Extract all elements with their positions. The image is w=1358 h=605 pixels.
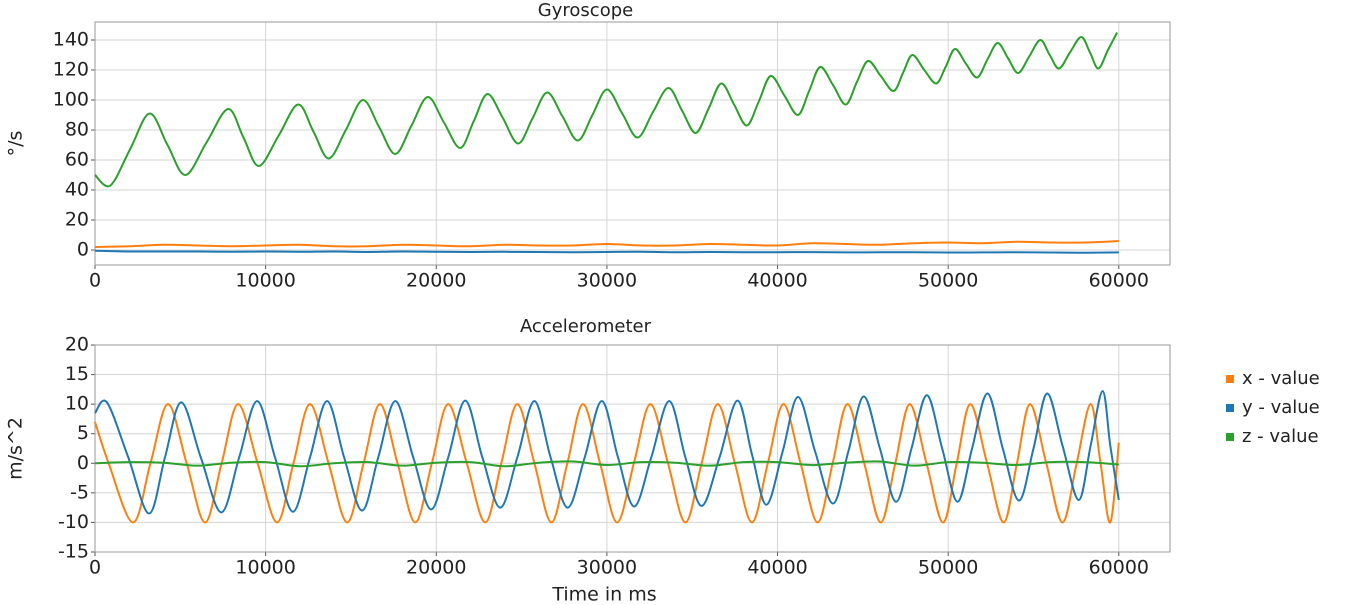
y-tick-label: -10 [58,511,89,533]
x-tick-label: 0 [89,557,101,579]
y-tick-label: 5 [77,422,89,444]
legend-label: y - value [1242,397,1320,418]
legend-label: x - value [1242,368,1320,389]
y-tick-label: 10 [65,393,89,415]
x-tick-label: 40000 [747,557,807,579]
x-tick-label: 20000 [406,557,466,579]
x-tick-label: 60000 [1089,557,1149,579]
y-tick-label: 0 [77,452,89,474]
y-tick-label: 80 [65,119,89,141]
y-tick-label: 20 [65,209,89,231]
chart-title: Accelerometer [520,316,652,337]
y-axis-label: °/s [5,131,27,157]
x-axis-label: Time in ms [551,584,656,605]
legend-swatch [1226,404,1234,412]
x-tick-label: 10000 [235,270,295,292]
y-tick-label: 140 [53,29,89,51]
chart-title: Gyroscope [538,0,633,21]
y-tick-label: 120 [53,59,89,81]
y-tick-label: 15 [65,363,89,385]
data-line [94,390,1120,515]
legend-label: z - value [1242,426,1319,447]
plot-frame [94,21,1171,266]
legend-swatch [1226,433,1234,441]
y-tick-label: 60 [65,149,89,171]
x-tick-label: 10000 [235,557,295,579]
data-line [94,32,1118,188]
y-tick-label: 40 [65,179,89,201]
y-tick-label: 20 [65,334,89,356]
data-line [94,249,1119,254]
x-tick-label: 30000 [577,557,637,579]
data-line [94,403,1120,524]
legend-swatch [1226,375,1234,383]
x-tick-label: 0 [89,270,101,292]
y-tick-label: -5 [70,481,89,503]
y-tick-label: -15 [58,541,89,563]
x-tick-label: 30000 [577,270,637,292]
x-tick-label: 40000 [747,270,807,292]
y-tick-label: 0 [77,239,89,261]
x-tick-label: 20000 [406,270,466,292]
x-tick-label: 60000 [1089,270,1149,292]
data-line [94,240,1119,248]
y-tick-label: 100 [53,89,89,111]
y-axis-label: m/s^2 [5,417,27,480]
legend: x - value y - value z - value [1226,368,1320,447]
x-tick-label: 50000 [918,270,978,292]
x-tick-label: 50000 [918,557,978,579]
plot-frame [94,344,1171,553]
data-line [94,460,1119,468]
